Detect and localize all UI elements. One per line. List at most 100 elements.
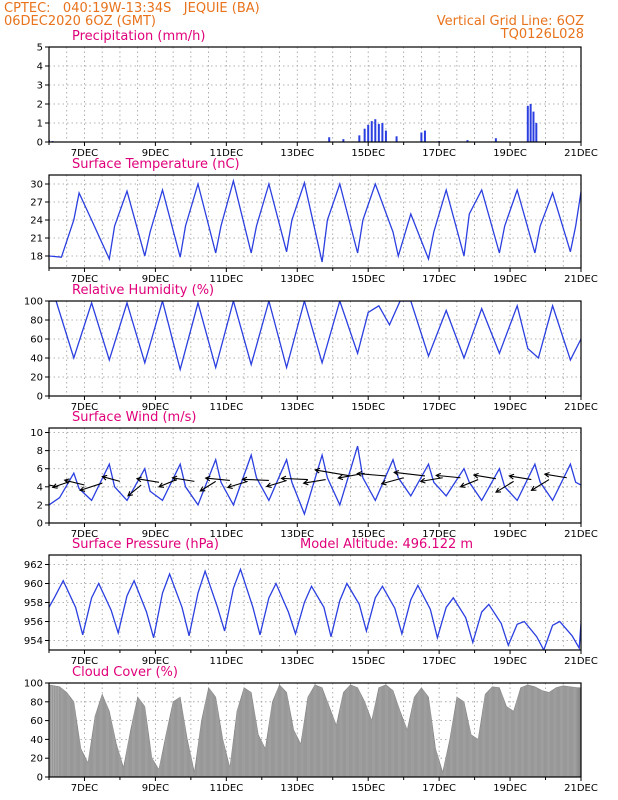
precip-bar bbox=[420, 132, 423, 142]
precipitation-xtick-label: 21DEC bbox=[564, 148, 598, 159]
precip-bar bbox=[342, 139, 345, 142]
precipitation-panel: Precipitation (mm/h) 0 1 2 3 4 5 7DEC 9DEC 11DEC 1… bbox=[37, 29, 598, 159]
precip-bar bbox=[526, 105, 529, 142]
wind-vector bbox=[380, 477, 404, 486]
precip-bar bbox=[423, 130, 426, 142]
station-info: CPTEC: 040:19W-13:34S JEQUIE (BA) bbox=[4, 1, 260, 16]
wind-vector bbox=[435, 472, 461, 479]
wind-xtick-label: 13DEC bbox=[280, 529, 314, 540]
humidity-xtick-label: 21DEC bbox=[564, 402, 598, 413]
temperature-xtick-label: 21DEC bbox=[564, 274, 598, 285]
precipitation-xtick-label: 11DEC bbox=[209, 148, 243, 159]
cloud-cover-ytick-label: 100 bbox=[24, 679, 43, 690]
wind-xtick-label: 11DEC bbox=[209, 529, 243, 540]
temperature-xtick-label: 7DEC bbox=[71, 274, 98, 285]
cloud-cover-series bbox=[49, 684, 581, 777]
wind-vector bbox=[171, 475, 195, 482]
wind-ytick-label: 4 bbox=[37, 482, 43, 493]
humidity-xtick-label: 19DEC bbox=[493, 402, 527, 413]
wind-vector bbox=[508, 473, 532, 481]
wind-ytick-label: 0 bbox=[37, 519, 43, 530]
precipitation-ytick-label: 5 bbox=[37, 43, 43, 54]
wind-vector bbox=[127, 484, 142, 497]
precipitation-ytick-label: 0 bbox=[37, 138, 43, 149]
precip-bar bbox=[381, 123, 384, 142]
precip-bar bbox=[377, 123, 380, 142]
humidity-frame bbox=[48, 300, 582, 397]
pressure-xtick-label: 19DEC bbox=[493, 656, 527, 667]
wind-vector bbox=[356, 471, 386, 477]
precip-bar bbox=[374, 119, 377, 142]
precipitation-xtick-label: 15DEC bbox=[351, 148, 385, 159]
precipitation-frame bbox=[48, 46, 582, 143]
cloud-cover-xtick-label: 15DEC bbox=[351, 783, 385, 794]
wind-xtick-label: 19DEC bbox=[493, 529, 527, 540]
cloud-cover-ytick-label: 40 bbox=[30, 735, 43, 746]
humidity-xtick-label: 15DEC bbox=[351, 402, 385, 413]
wind-vector bbox=[241, 476, 269, 483]
wind-vector bbox=[530, 479, 550, 491]
wind-vector bbox=[459, 479, 479, 488]
precip-bar bbox=[494, 138, 497, 142]
precipitation-xtick-label: 9DEC bbox=[142, 148, 169, 159]
wind-xtick-label: 9DEC bbox=[142, 529, 169, 540]
cloud-cover-frame bbox=[48, 682, 582, 778]
wind-ytick-label: 8 bbox=[37, 446, 43, 457]
pressure-xtick-label: 11DEC bbox=[209, 656, 243, 667]
precip-bar bbox=[466, 140, 469, 142]
pressure-xtick-label: 7DEC bbox=[71, 656, 98, 667]
pressure-ytick-label: 958 bbox=[24, 598, 43, 609]
wind-vector bbox=[280, 475, 308, 482]
pressure-panel: Surface Pressure (hPa) Model Altitude: 49… bbox=[24, 537, 598, 667]
cloud-cover-ytick-label: 0 bbox=[37, 773, 43, 784]
wind-vector bbox=[204, 475, 230, 482]
pressure-series bbox=[49, 567, 581, 650]
temperature-xtick-label: 13DEC bbox=[280, 274, 314, 285]
pressure-xtick-label: 21DEC bbox=[564, 656, 598, 667]
precipitation-series bbox=[49, 104, 538, 142]
wind-ytick-label: 2 bbox=[37, 500, 43, 511]
temperature-panel: Surface Temperature (nC) 18 21 24 27 30 7DEC 9D… bbox=[30, 157, 598, 285]
humidity-xtick-label: 17DEC bbox=[422, 402, 456, 413]
humidity-ytick-label: 80 bbox=[30, 316, 43, 327]
pressure-ytick-label: 960 bbox=[24, 579, 43, 590]
temperature-xtick-label: 19DEC bbox=[493, 274, 527, 285]
humidity-ytick-label: 60 bbox=[30, 335, 43, 346]
wind-vector bbox=[226, 480, 248, 489]
precipitation-xtick-label: 17DEC bbox=[422, 148, 456, 159]
precipitation-ytick-label: 3 bbox=[37, 81, 43, 92]
wind-vector bbox=[393, 469, 426, 477]
temperature-ytick-label: 18 bbox=[30, 252, 43, 263]
precip-bar bbox=[363, 128, 366, 142]
humidity-series bbox=[49, 301, 581, 372]
cloud-cover-xtick-label: 17DEC bbox=[422, 783, 456, 794]
temperature-xtick-label: 11DEC bbox=[209, 274, 243, 285]
wind-ytick-label: 10 bbox=[30, 428, 43, 439]
precip-bar bbox=[532, 111, 535, 142]
wind-vector bbox=[158, 479, 177, 488]
cloud-cover-panel: Cloud Cover (%) 0 20 40 60 80 100 7DEC 9DEC 11DEC… bbox=[24, 665, 598, 794]
humidity-ytick-label: 100 bbox=[24, 297, 43, 308]
wind-vector bbox=[543, 471, 567, 479]
pressure-title: Surface Pressure (hPa) bbox=[72, 537, 219, 552]
temperature-xtick-label: 17DEC bbox=[422, 274, 456, 285]
wind-title: Surface Wind (m/s) bbox=[72, 410, 196, 425]
pressure-line bbox=[49, 567, 581, 650]
wind-vector bbox=[63, 478, 85, 486]
temperature-line bbox=[49, 178, 581, 263]
humidity-panel: Relative Humidity (%) 0 20 40 60 80 100 7DEC 9DE… bbox=[24, 283, 598, 413]
cloud-cover-xtick-label: 19DEC bbox=[493, 783, 527, 794]
cloud-cover-title: Cloud Cover (%) bbox=[72, 665, 178, 680]
wind-vector bbox=[472, 472, 496, 480]
precipitation-ytick-label: 1 bbox=[37, 119, 43, 130]
cloud-cover-ytick-label: 80 bbox=[30, 697, 43, 708]
humidity-title: Relative Humidity (%) bbox=[72, 283, 214, 298]
pressure-annotation: Model Altitude: 496.122 m bbox=[300, 537, 473, 552]
cloud-cover-ytick-label: 60 bbox=[30, 716, 43, 727]
pressure-xtick-label: 15DEC bbox=[351, 656, 385, 667]
temperature-series bbox=[49, 178, 581, 263]
model-id: TQ0126L028 bbox=[500, 27, 584, 42]
pressure-ytick-label: 962 bbox=[24, 560, 43, 571]
temperature-frame bbox=[48, 174, 582, 269]
wind-series bbox=[49, 445, 581, 516]
